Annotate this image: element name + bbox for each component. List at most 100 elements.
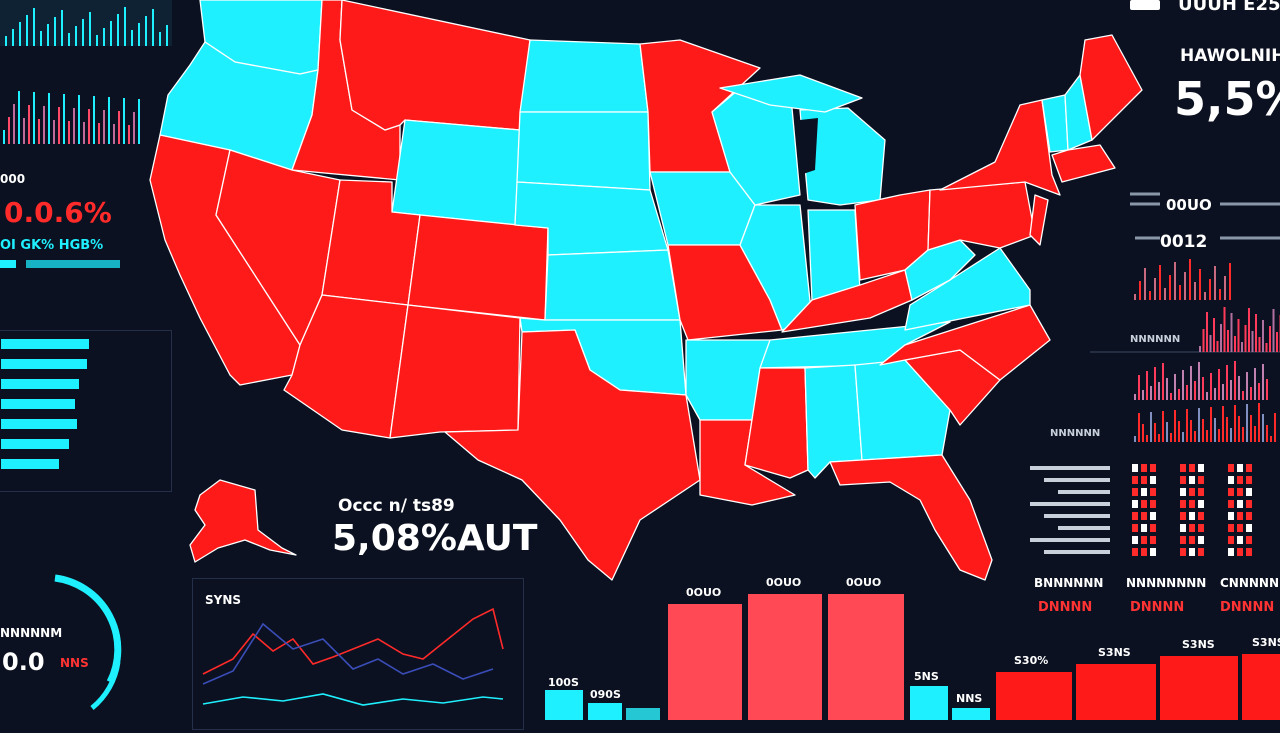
line-series-navy xyxy=(202,622,494,685)
table-row-label xyxy=(1044,550,1110,554)
bottom-small-label-1: 100S xyxy=(548,676,579,689)
table-cell xyxy=(1180,548,1186,556)
state-sd[interactable] xyxy=(516,111,651,191)
table-cell xyxy=(1189,488,1195,496)
left-bottom-label: NNNNNM xyxy=(0,626,63,640)
state-il[interactable] xyxy=(739,204,813,331)
state-ny[interactable] xyxy=(939,99,1061,196)
table-cell xyxy=(1246,464,1252,472)
state-nd[interactable] xyxy=(519,39,649,113)
table-cell xyxy=(1198,488,1204,496)
table-cell xyxy=(1237,464,1243,472)
state-ma[interactable] xyxy=(1051,144,1116,183)
left-bottom-value: 0.0 xyxy=(2,648,45,676)
top-left-mini-charts xyxy=(0,0,172,144)
table-cell xyxy=(1132,548,1138,556)
state-fl[interactable] xyxy=(829,454,993,581)
left-hbar xyxy=(1,399,75,409)
table-row-label xyxy=(1044,478,1110,482)
table-cell xyxy=(1141,524,1147,532)
right-panel-graphics xyxy=(1090,192,1280,442)
state-ks[interactable] xyxy=(544,249,681,321)
table-cell xyxy=(1228,536,1234,544)
state-wy[interactable] xyxy=(391,119,521,226)
state-pa[interactable] xyxy=(927,181,1036,251)
left-progress-a xyxy=(0,260,16,268)
table-row-label xyxy=(1044,514,1110,518)
table-cell xyxy=(1246,536,1252,544)
table-cell xyxy=(1141,464,1147,472)
table-cell xyxy=(1132,464,1138,472)
top-right-title: UUUH E25 xyxy=(1178,0,1280,15)
left-hbar xyxy=(1,359,87,369)
table-cell xyxy=(1228,548,1234,556)
bottom-big-label-2: 0OUO xyxy=(766,576,802,589)
line-series-red xyxy=(202,607,504,675)
table-cell xyxy=(1189,476,1195,484)
table-cell xyxy=(1198,476,1204,484)
state-mt[interactable] xyxy=(339,0,531,131)
table-cell xyxy=(1237,548,1243,556)
table-cell xyxy=(1246,488,1252,496)
line-chart-panel: SYNS xyxy=(192,578,524,730)
state-me[interactable] xyxy=(1079,34,1143,141)
table-cell xyxy=(1132,488,1138,496)
left-hbar xyxy=(1,419,77,429)
table-cell xyxy=(1189,524,1195,532)
left-hbar xyxy=(1,459,59,469)
state-nj[interactable] xyxy=(1029,194,1049,246)
state-in[interactable] xyxy=(807,209,861,301)
table-cell xyxy=(1150,512,1156,520)
bottom-right-label-2: S3NS xyxy=(1098,646,1131,659)
line-series-cyan xyxy=(202,693,504,706)
table-cell xyxy=(1189,536,1195,544)
state-ak[interactable] xyxy=(189,479,297,563)
table-cell xyxy=(1141,548,1147,556)
bottom-right-label-3: S3NS xyxy=(1182,638,1215,651)
table-cell xyxy=(1141,476,1147,484)
bottom-bar-cyan-2 xyxy=(588,703,622,720)
table-cell xyxy=(1180,536,1186,544)
line-chart-label: SYNS xyxy=(205,593,242,607)
bottom-bar-cyan-3 xyxy=(626,708,660,720)
table-row-label xyxy=(1058,526,1110,530)
table-cell xyxy=(1237,500,1243,508)
state-co[interactable] xyxy=(407,214,549,321)
bottom-bar-red-7 xyxy=(1242,654,1280,720)
table-cell xyxy=(1237,536,1243,544)
bottom-bar-red-1 xyxy=(668,604,742,720)
bottom-mid-label-1: 5NS xyxy=(914,670,939,683)
left-hbar xyxy=(1,439,69,449)
table-cell xyxy=(1189,548,1195,556)
state-nm[interactable] xyxy=(389,304,521,439)
table-cell xyxy=(1228,524,1234,532)
left-gauge xyxy=(54,574,122,710)
right-table xyxy=(1030,464,1252,556)
table-cell xyxy=(1180,512,1186,520)
state-mi-upper[interactable] xyxy=(719,74,863,113)
table-col3-title: CNNNNNN xyxy=(1220,576,1280,590)
state-ms[interactable] xyxy=(744,367,809,479)
top-right-value: 5,5% xyxy=(1174,72,1280,126)
table-cell xyxy=(1228,476,1234,484)
table-col3-value: DNNNN xyxy=(1220,600,1275,615)
left-progress-b xyxy=(26,260,120,268)
table-cell xyxy=(1198,536,1204,544)
table-row-label xyxy=(1030,466,1110,470)
center-stat-label: Occc n/ ts89 xyxy=(338,496,455,516)
table-col1-title: BNNNNNN xyxy=(1034,576,1104,590)
left-bottom-badge: NNS xyxy=(60,656,89,670)
top-right-icon xyxy=(1130,0,1160,10)
state-nc[interactable] xyxy=(879,304,1051,381)
table-cell xyxy=(1228,512,1234,520)
table-cell xyxy=(1132,476,1138,484)
state-tx[interactable] xyxy=(444,329,701,581)
bottom-bar-cyan-4 xyxy=(910,686,948,720)
table-cell xyxy=(1198,512,1204,520)
table-cell xyxy=(1141,536,1147,544)
table-cell xyxy=(1180,500,1186,508)
left-hbar-panel xyxy=(0,330,172,492)
table-cell xyxy=(1150,548,1156,556)
left-big-percent: 0.0.6% xyxy=(4,196,112,229)
